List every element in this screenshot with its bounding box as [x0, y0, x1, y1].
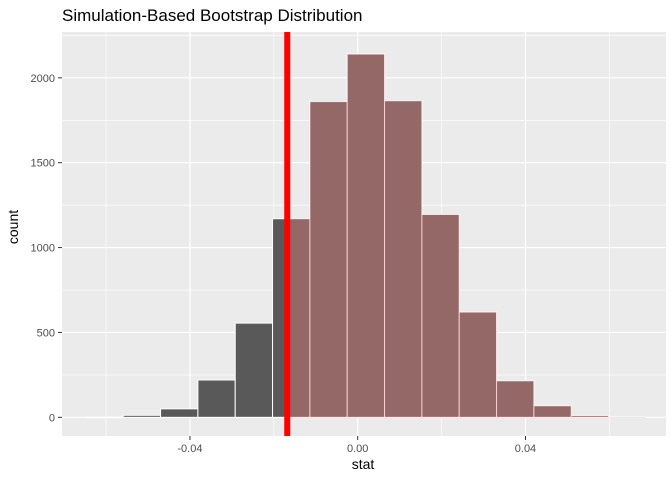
y-axis-ticks: 0 500 1000 1500 2000	[31, 73, 62, 424]
shaded-bar	[571, 415, 609, 418]
histogram-bar	[160, 408, 199, 418]
histogram-bar	[570, 415, 610, 418]
shaded-bar	[496, 380, 534, 418]
x-axis-title: stat	[352, 456, 375, 472]
histogram-bar	[272, 218, 311, 418]
shaded-region	[287, 54, 646, 418]
histogram-bar	[384, 100, 423, 418]
histogram-bars	[85, 53, 647, 419]
shaded-bar	[459, 312, 497, 418]
y-tick-label: 0	[49, 412, 55, 424]
x-tick-label: 0.04	[515, 443, 536, 455]
shaded-bar	[384, 100, 422, 418]
x-axis-ticks: -0.04 0.00 0.04	[177, 436, 536, 455]
histogram-bar	[309, 101, 348, 418]
y-tick-label: 500	[37, 327, 55, 339]
x-tick-label: -0.04	[177, 443, 202, 455]
y-axis-title: count	[5, 210, 21, 244]
y-tick-label: 1500	[31, 158, 55, 170]
shaded-bar	[533, 405, 572, 418]
y-tick-label: 1000	[31, 243, 55, 255]
shaded-bar	[347, 54, 385, 418]
shaded-bar	[608, 416, 646, 418]
histogram-bar	[234, 322, 274, 418]
shaded-bar	[287, 218, 310, 418]
histogram-bar	[421, 213, 460, 418]
histogram-bar	[197, 379, 236, 418]
x-tick-label: 0.00	[347, 443, 368, 455]
histogram-bar	[533, 405, 572, 418]
shaded-bar	[309, 101, 348, 418]
histogram-bar	[122, 414, 162, 418]
histogram-bar	[458, 311, 498, 418]
y-tick-label: 2000	[31, 73, 55, 85]
histogram-bar	[85, 416, 124, 419]
histogram-bar	[608, 416, 647, 419]
histogram-bar	[496, 380, 535, 418]
chart-title: Simulation-Based Bootstrap Distribution	[62, 6, 362, 25]
shaded-bar	[421, 214, 460, 418]
